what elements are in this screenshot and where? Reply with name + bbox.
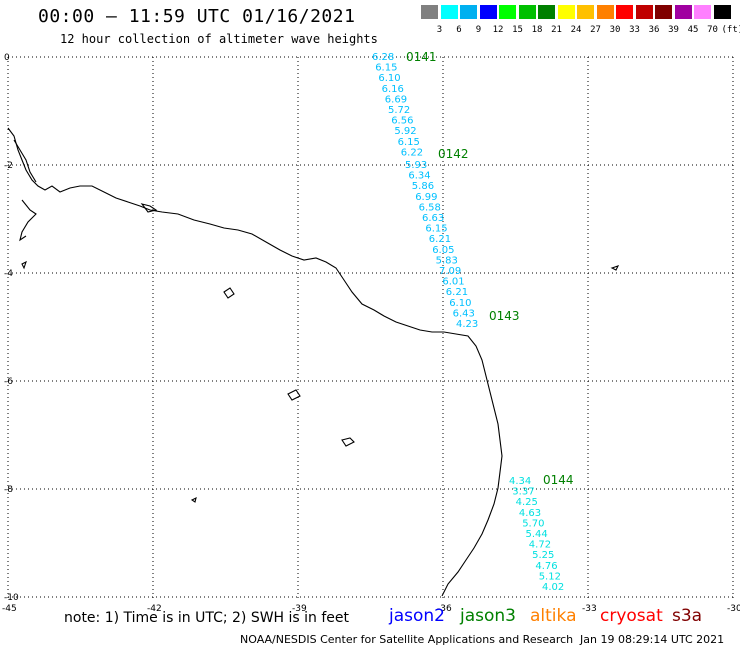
note-text: note: 1) Time is in UTC; 2) SWH is in fe… [64, 610, 350, 626]
swh-value: 6.28 [372, 52, 394, 63]
satellite-altika: altika [530, 606, 577, 626]
swh-value: 6.05 [432, 245, 454, 256]
scale-swatch [440, 5, 458, 19]
swh-value: 4.63 [519, 508, 541, 519]
swh-value: 5.72 [388, 105, 410, 116]
swh-value: 4.25 [516, 497, 538, 508]
swh-value: 6.43 [453, 308, 475, 319]
satellite-jason2: jason2 [389, 606, 445, 626]
map-subtitle: 12 hour collection of altimeter wave hei… [60, 32, 378, 46]
swh-value: 4.02 [542, 582, 564, 593]
map-title: 00:00 – 11:59 UTC 01/16/2021 [38, 6, 356, 27]
scale-label: 6 [456, 25, 462, 35]
lat-lon-grid [7, 56, 734, 600]
scale-label: 39 [668, 25, 679, 35]
footer-credit: NOAA/NESDIS Center for Satellite Applica… [240, 633, 574, 646]
scale-swatch [713, 5, 731, 19]
swh-value: 6.21 [446, 287, 468, 298]
swh-value: 4.23 [456, 319, 478, 330]
longitude-label: -36 [437, 604, 452, 614]
swh-value: 6.16 [382, 84, 404, 95]
swh-value: 5.86 [412, 181, 434, 192]
swh-value: 6.01 [442, 277, 464, 288]
swh-value: 4.76 [535, 561, 557, 572]
latitude-label: -6 [4, 377, 13, 387]
swh-value: 6.63 [422, 213, 444, 224]
swh-value: 5.92 [394, 126, 416, 137]
swh-value: 5.12 [539, 571, 561, 582]
swh-value: 6.10 [449, 298, 471, 309]
swh-value: 6.21 [429, 234, 451, 245]
pass-label: 0141 [406, 50, 437, 64]
scale-swatch [635, 5, 653, 19]
scale-label: 27 [590, 25, 601, 35]
swh-value: 4.34 [509, 476, 531, 487]
scale-label: 30 [609, 25, 621, 35]
pass-label: 0143 [489, 309, 520, 323]
scale-swatch [479, 5, 497, 19]
swh-value: 6.34 [408, 171, 430, 182]
coastline [7, 127, 620, 597]
scale-swatch [538, 5, 555, 19]
scale-label: 21 [551, 25, 562, 35]
scale-swatch [616, 5, 633, 19]
longitude-label: -33 [582, 604, 597, 614]
swh-value: 5.70 [522, 518, 544, 529]
swh-value: 6.22 [401, 147, 423, 158]
swh-value: 6.56 [391, 116, 413, 127]
scale-swatch [518, 5, 536, 19]
scale-swatch [557, 5, 575, 19]
longitude-label: -39 [292, 604, 307, 614]
scale-swatch [577, 5, 594, 19]
pass-label: 0142 [438, 147, 469, 161]
swh-value: 7.09 [439, 266, 461, 277]
scale-label: 18 [531, 25, 543, 35]
swh-value: 6.15 [425, 224, 447, 235]
swh-value: 3.37 [512, 487, 534, 498]
latitude-label: -10 [4, 593, 19, 603]
swh-value: 6.15 [398, 137, 420, 148]
latitude-label: -2 [4, 161, 13, 171]
swh-value: 6.69 [385, 94, 407, 105]
latitude-label: 0 [4, 53, 10, 63]
longitude-label: -42 [147, 604, 162, 614]
satellite-jason3: jason3 [460, 606, 516, 626]
scale-label: 9 [475, 25, 482, 35]
swh-value: 5.83 [436, 255, 458, 266]
satellite-cryosat: cryosat [600, 606, 663, 626]
longitude-label: -30 [727, 604, 740, 614]
swh-value: 6.10 [378, 73, 400, 84]
scale-label: 45 [687, 25, 699, 35]
swh-value: 5.25 [532, 550, 554, 561]
pass-label: 0144 [543, 473, 574, 487]
swh-value: 5.93 [405, 160, 427, 171]
scale-label: 70 [707, 25, 718, 35]
scale-label: 15 [512, 25, 523, 35]
swh-value: 6.99 [415, 192, 437, 203]
longitude-label: -45 [2, 604, 17, 614]
scale-swatch [674, 5, 692, 19]
scale-swatch [694, 5, 711, 19]
scale-swatch [596, 5, 614, 19]
scale-label: 36 [648, 25, 660, 35]
scale-swatch [421, 5, 438, 19]
swh-value: 6.58 [419, 202, 441, 213]
footer-timestamp: Jan 19 08:29:14 UTC 2021 [580, 633, 725, 646]
swh-value: 5.44 [526, 529, 548, 540]
scale-label: 3 [436, 25, 443, 35]
swh-value: 6.15 [375, 63, 397, 74]
scale-swatch [460, 5, 477, 19]
scale-unit: (ft) [721, 25, 740, 35]
scale-swatch [499, 5, 516, 19]
scale-label: 33 [629, 25, 640, 35]
scale-label: 24 [570, 25, 582, 35]
scale-swatch [655, 5, 672, 19]
latitude-label: -8 [4, 485, 13, 495]
latitude-label: -4 [4, 269, 13, 279]
satellite-s3a: s3a [672, 606, 703, 626]
swh-value: 4.72 [529, 540, 551, 551]
scale-label: 12 [492, 25, 504, 35]
